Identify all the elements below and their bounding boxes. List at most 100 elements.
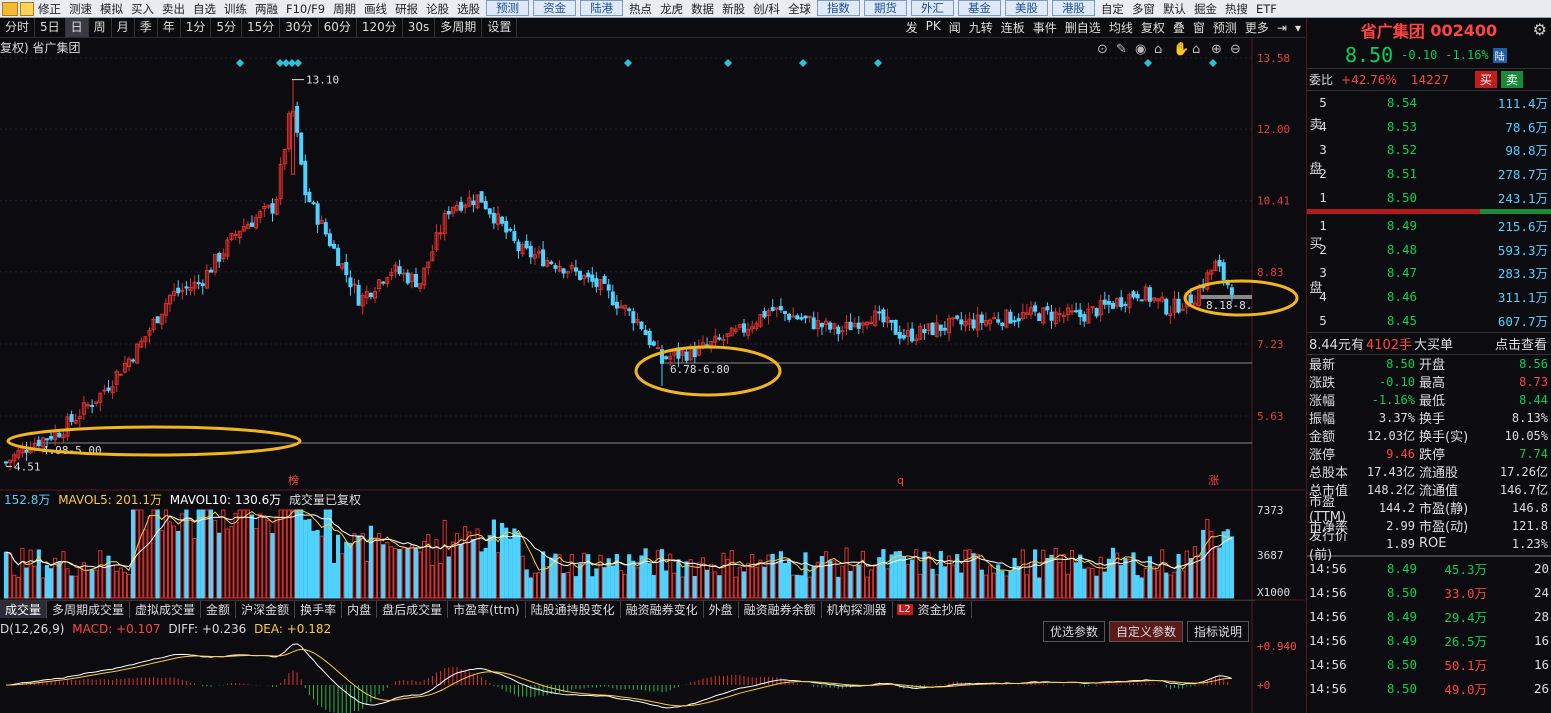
toolbar-right-item[interactable]: 热搜 (1224, 1, 1248, 16)
toolbar-item[interactable]: 自选 (193, 1, 216, 16)
period-tab[interactable]: 30分 (280, 18, 319, 37)
period-tab[interactable]: 5分 (211, 18, 243, 37)
period-tab[interactable]: 月 (112, 18, 135, 37)
period-tab[interactable]: 周 (89, 18, 112, 37)
period-tab[interactable]: 30s (403, 18, 436, 37)
support-label: 6.78-6.80 (670, 363, 730, 376)
sell-button[interactable]: 卖 (1501, 71, 1524, 88)
indicator-tab[interactable]: 内盘 (342, 601, 378, 618)
chart-action[interactable]: PK (925, 19, 941, 33)
toolbar-right-item[interactable]: 掘金 (1193, 1, 1217, 16)
view-link[interactable]: 点击查看 (1494, 337, 1547, 353)
indicator-tab[interactable]: 融资融券变化 (621, 601, 704, 618)
period-tab[interactable]: 设置 (482, 18, 518, 37)
volume-bar (364, 561, 369, 599)
chart-action[interactable]: 发 (905, 21, 918, 35)
buy-button[interactable]: 买 (1475, 71, 1498, 88)
toolbar-tab[interactable]: 热点 (629, 1, 653, 16)
indicator-tab[interactable]: 盘后成交量 (377, 601, 449, 618)
candle-body (1033, 305, 1038, 312)
candle-body (971, 319, 976, 329)
toolbar-item[interactable]: 测速 (69, 1, 92, 16)
toolbar-item[interactable]: F10/F9 (286, 1, 326, 16)
chart-action[interactable]: 预测 (1212, 21, 1237, 35)
period-tab[interactable]: 120分 (357, 18, 403, 37)
toolbar-tab[interactable]: 新股 (722, 1, 746, 16)
toolbar-item[interactable]: 训练 (224, 1, 247, 16)
toolbar-right-item[interactable]: ETF (1255, 1, 1277, 16)
chart-action[interactable]: 更多 (1244, 21, 1269, 35)
indicator-tab[interactable]: 市盈率(ttm) (448, 601, 526, 618)
toolbar-item[interactable]: 两融 (255, 1, 278, 16)
toolbar-tab[interactable]: 指数 (816, 0, 860, 16)
kline-chart[interactable]: 13.5812.0010.418.837.235.6313.104.514.98… (0, 38, 1305, 713)
chart-action[interactable]: 窗 (1192, 21, 1205, 35)
toolbar-item[interactable]: 画线 (364, 1, 388, 16)
chart-action[interactable]: 均线 (1108, 21, 1133, 35)
toolbar-tab[interactable]: 美股 (1004, 0, 1048, 16)
toolbar-tab[interactable]: 全球 (787, 1, 811, 16)
period-tab[interactable]: 1分 (181, 18, 212, 37)
toolbar-tab[interactable]: 外汇 (910, 0, 954, 16)
toolbar-tab[interactable]: 基金 (957, 0, 1001, 16)
period-tab[interactable]: 15分 (242, 18, 281, 37)
indicator-tab[interactable]: 虚拟成交量 (130, 601, 202, 618)
period-tab[interactable]: 季 (135, 18, 158, 37)
candle-body (1213, 261, 1218, 272)
toolbar-item[interactable]: 买入 (131, 1, 154, 16)
toolbar-item[interactable]: 选股 (457, 1, 481, 16)
download-icon[interactable] (20, 1, 34, 16)
toolbar-tab[interactable]: 预测 (486, 0, 530, 16)
macd-button[interactable]: 指标说明 (1187, 621, 1250, 642)
toolbar-right-item[interactable]: 默认 (1162, 1, 1186, 16)
candle-body (1090, 306, 1095, 309)
toolbar-item[interactable]: 卖出 (162, 1, 185, 16)
volume-bar (1156, 569, 1161, 599)
toolbar-tab[interactable]: 港股 (1051, 0, 1095, 16)
toolbar-item[interactable]: 模拟 (100, 1, 123, 16)
indicator-tab[interactable]: 多周期成交量 (47, 601, 131, 618)
period-tab[interactable]: 60分 (319, 18, 357, 37)
period-tab[interactable]: 日 (65, 18, 89, 37)
toolbar-right-item[interactable]: 多窗 (1131, 1, 1155, 16)
indicator-tab[interactable]: 换手率 (295, 601, 343, 618)
macd-button[interactable]: 自定义参数 (1109, 621, 1184, 642)
toolbar-tab[interactable]: 期货 (863, 0, 907, 16)
chart-action[interactable]: 删自选 (1064, 21, 1101, 35)
toolbar-item[interactable]: 研报 (395, 1, 419, 16)
indicator-tab[interactable]: 成交量 (0, 601, 48, 618)
toolbar-item[interactable]: 论股 (426, 1, 450, 16)
chart-action[interactable]: 闻 (948, 21, 961, 35)
indicator-tab[interactable]: 金额 (201, 601, 237, 618)
period-tab[interactable]: 年 (158, 18, 181, 37)
toolbar-tab[interactable]: 数据 (691, 1, 715, 16)
toolbar-tab[interactable]: 创/科 (753, 1, 780, 16)
macd-button[interactable]: 优选参数 (1043, 621, 1106, 642)
indicator-tab[interactable]: 资金抄底 (913, 601, 972, 618)
chart-action[interactable]: 叠 (1172, 21, 1185, 35)
indicator-tab[interactable]: 融资融券余额 (739, 601, 822, 618)
period-tab[interactable]: 5日 (35, 18, 66, 37)
chart-action[interactable]: 复权 (1140, 21, 1165, 35)
chevron-down-icon[interactable]: ▾ (1294, 20, 1301, 35)
indicator-tab[interactable]: 机构探测器 (822, 601, 893, 618)
toolbar-tab[interactable]: 陆港 (580, 0, 624, 16)
period-tab[interactable]: 分时 (0, 18, 36, 37)
indicator-tab[interactable]: 陆股通持股变化 (526, 601, 621, 618)
chart-action[interactable]: 事件 (1032, 21, 1057, 35)
l2-badge: L2 (896, 604, 913, 615)
toolbar-tab[interactable]: 资金 (533, 0, 577, 16)
app-icon[interactable] (2, 1, 18, 16)
toolbar-item[interactable]: 周期 (333, 1, 357, 16)
chart-action[interactable]: 连板 (1000, 21, 1025, 35)
indicator-tab[interactable]: 外盘 (704, 601, 739, 618)
toolbar-tab[interactable]: 龙虎 (660, 1, 684, 16)
chart-action[interactable]: 九转 (968, 21, 993, 35)
expand-icon[interactable]: ⇥ (1276, 20, 1287, 35)
indicator-tab[interactable]: 沪深金额 (236, 601, 296, 618)
gear-icon[interactable]: ⚙ (1532, 20, 1547, 39)
toolbar-right-item[interactable]: 自定 (1100, 1, 1124, 16)
toolbar-item[interactable]: 修正 (38, 1, 61, 16)
candle-body (520, 244, 525, 255)
period-tab[interactable]: 多周期 (435, 18, 483, 37)
